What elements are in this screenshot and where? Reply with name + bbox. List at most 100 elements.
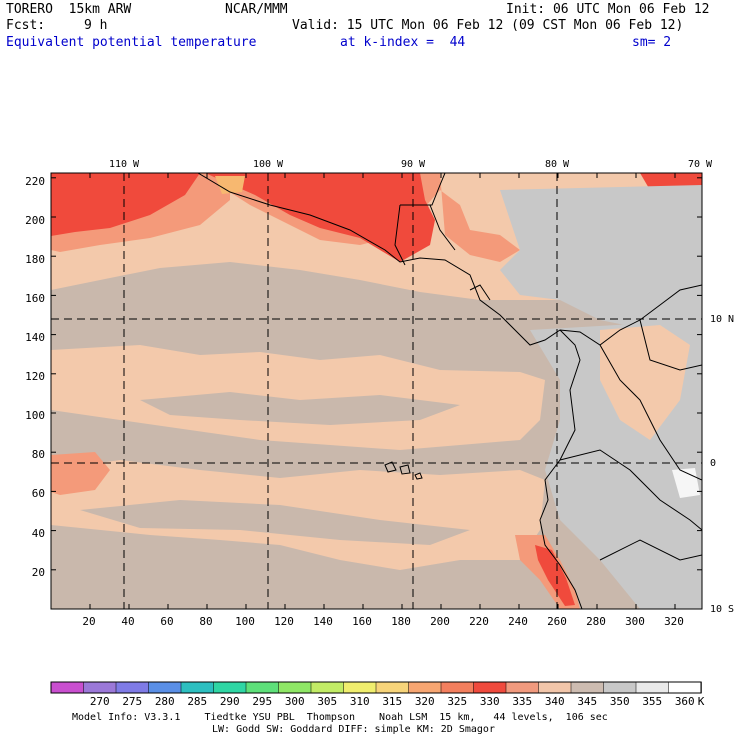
tick-marks xyxy=(50,173,702,610)
field-band-340-land xyxy=(600,325,690,440)
forecast-hour: 9 h xyxy=(84,18,108,33)
x-tick-label: 180 xyxy=(391,615,411,628)
lon-label: 110 W xyxy=(109,159,140,170)
x-tick-label: 60 xyxy=(160,615,173,628)
x-tick-label: 320 xyxy=(664,615,684,628)
colorbar-labels: 270 275 280 285 290 295 300 305 310 315 320 325 330 3… xyxy=(90,695,695,708)
colorbar-cell xyxy=(408,681,442,694)
model-physics: LW: Godd SW: Goddard DIFF: simple KM: 2D… xyxy=(212,724,495,735)
x-tick-label: 260 xyxy=(547,615,567,628)
field-band-330-nw xyxy=(51,173,200,236)
y-tick-label: 180 xyxy=(25,253,45,266)
colorbar-label: 315 xyxy=(382,695,402,708)
x-tick-label: 120 xyxy=(274,615,294,628)
y-tick-label: 100 xyxy=(25,409,45,422)
x-tick-label: 160 xyxy=(352,615,372,628)
colorbar-cell xyxy=(668,681,702,694)
x-tick-label: 220 xyxy=(469,615,489,628)
colorbar-unit: K xyxy=(698,695,705,708)
colorbar-label: 345 xyxy=(577,695,597,708)
colorbar-label: 275 xyxy=(122,695,142,708)
y-tick-label: 140 xyxy=(25,331,45,344)
x-tick-label: 300 xyxy=(625,615,645,628)
field-band-340-central xyxy=(51,345,545,450)
valid-time: Valid: 15 UTC Mon 06 Feb 12 (09 CST Mon … xyxy=(292,18,684,33)
field-band-330-peru xyxy=(535,545,575,606)
colorbar-label: 270 xyxy=(90,695,110,708)
colorbar-label: 335 xyxy=(512,695,532,708)
colorbar-cell xyxy=(603,681,637,694)
colorbar-cell xyxy=(148,681,182,694)
lat-label: 10 N xyxy=(710,314,734,325)
x-tick-labels: 20 40 60 80 100 120 140 160 180 200 220 … xyxy=(82,615,684,628)
field-name: Equivalent potential temperature xyxy=(6,35,257,50)
field-cool-streak-1 xyxy=(80,500,470,545)
x-tick-label: 240 xyxy=(508,615,528,628)
level-index: at k-index = 44 xyxy=(340,35,466,50)
y-tick-label: 220 xyxy=(25,175,45,188)
colorbar-label: 320 xyxy=(415,695,435,708)
x-tick-label: 200 xyxy=(430,615,450,628)
model-info: Model Info: V3.3.1 Tiedtke YSU PBL Thomp… xyxy=(72,712,608,723)
colorbar-cell xyxy=(473,681,507,694)
colorbar-label: 310 xyxy=(350,695,370,708)
colorbar-cell xyxy=(635,681,670,694)
colorbar-cell xyxy=(570,681,605,694)
colorbar-label: 295 xyxy=(252,695,272,708)
x-tick-label: 80 xyxy=(199,615,212,628)
colorbar-cell xyxy=(343,681,377,694)
lon-label: 90 W xyxy=(401,159,426,170)
colorbar-cell xyxy=(180,681,215,694)
y-tick-labels: 20 40 60 80 100 120 140 160 180 200 220 xyxy=(25,175,45,579)
plot-frame xyxy=(50,172,703,610)
colorbar-label: 285 xyxy=(187,695,207,708)
x-tick-label: 280 xyxy=(586,615,606,628)
colorbar-label: 290 xyxy=(220,695,240,708)
x-tick-label: 140 xyxy=(313,615,333,628)
field-band-330-coast xyxy=(205,173,435,262)
forecast-label: Fcst: xyxy=(6,18,46,33)
x-tick-label: 40 xyxy=(121,615,134,628)
colorbar-label: 280 xyxy=(155,695,175,708)
y-tick-label: 20 xyxy=(32,566,45,579)
init-time: Init: 06 UTC Mon 06 Feb 12 xyxy=(506,2,710,17)
y-tick-label: 160 xyxy=(25,292,45,305)
y-tick-label: 120 xyxy=(25,370,45,383)
colorbar-label: 305 xyxy=(317,695,337,708)
graticule xyxy=(51,173,702,609)
lat-label: 10 S xyxy=(710,604,734,615)
lon-label: 100 W xyxy=(253,159,284,170)
coastlines xyxy=(197,173,702,609)
colorbar-label: 330 xyxy=(480,695,500,708)
lon-label: 80 W xyxy=(545,159,570,170)
colorbar-cell xyxy=(83,681,117,694)
model-title: TORERO 15km ARW xyxy=(6,2,132,17)
lat-label: 0 xyxy=(710,458,716,469)
lat-labels: 10 N 0 10 S xyxy=(710,314,734,615)
colorbar-cell xyxy=(375,681,410,694)
y-tick-label: 40 xyxy=(32,527,45,540)
colorbar-cell xyxy=(213,681,247,694)
colorbar-label: 325 xyxy=(447,695,467,708)
colorbar-cell xyxy=(50,681,85,694)
lon-label: 70 W xyxy=(688,159,713,170)
colorbar-cell xyxy=(538,681,572,694)
field-cool-tongue xyxy=(140,392,460,425)
x-tick-label: 20 xyxy=(82,615,95,628)
colorbar-label: 340 xyxy=(545,695,565,708)
colorbar-label: 355 xyxy=(642,695,662,708)
colorbar-cell xyxy=(440,681,475,694)
colorbar-cell xyxy=(505,681,540,694)
field-band-320-spot xyxy=(215,176,245,194)
smoothing-label: sm= 2 xyxy=(632,35,672,50)
colorbar-cell xyxy=(278,681,312,694)
colorbar xyxy=(50,681,702,694)
y-tick-label: 200 xyxy=(25,214,45,227)
field-land-caribbean xyxy=(500,185,702,330)
colorbar-cell xyxy=(310,681,345,694)
colorbar-label: 300 xyxy=(285,695,305,708)
colorbar-label: 360 xyxy=(675,695,695,708)
field-cool-streak-2 xyxy=(51,570,500,609)
y-tick-label: 60 xyxy=(32,487,45,500)
